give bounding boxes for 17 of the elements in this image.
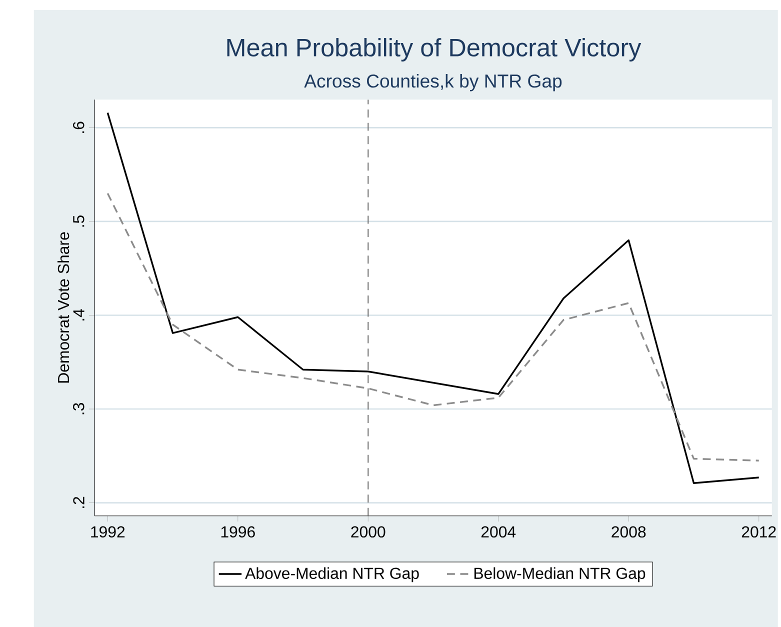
x-tick-label: 1996 — [221, 526, 255, 538]
chart-title: Mean Probability of Democrat Victory — [227, 38, 642, 62]
y-tick-label: .2 — [73, 496, 84, 508]
legend-label: Above-Median NTR Gap — [245, 567, 419, 582]
line-series — [106, 192, 760, 462]
x-tick-label: 1992 — [91, 526, 125, 538]
x-tick-label: 2012 — [742, 526, 776, 538]
x-tick-label: 2004 — [481, 526, 516, 538]
x-tick-label: 2000 — [351, 526, 386, 538]
x-tick-label: 2008 — [612, 526, 646, 538]
y-tick-label: .3 — [72, 402, 84, 414]
y-tick-label: .6 — [72, 122, 84, 133]
y-tick-label: .5 — [73, 215, 84, 226]
y-tick-label: .4 — [73, 308, 84, 320]
chart-subtitle: Across Counties,k by NTR Gap — [304, 74, 562, 92]
legend-label: Below-Median NTR Gap — [474, 567, 646, 582]
y-axis-title: Democrat Vote Share — [57, 232, 70, 382]
